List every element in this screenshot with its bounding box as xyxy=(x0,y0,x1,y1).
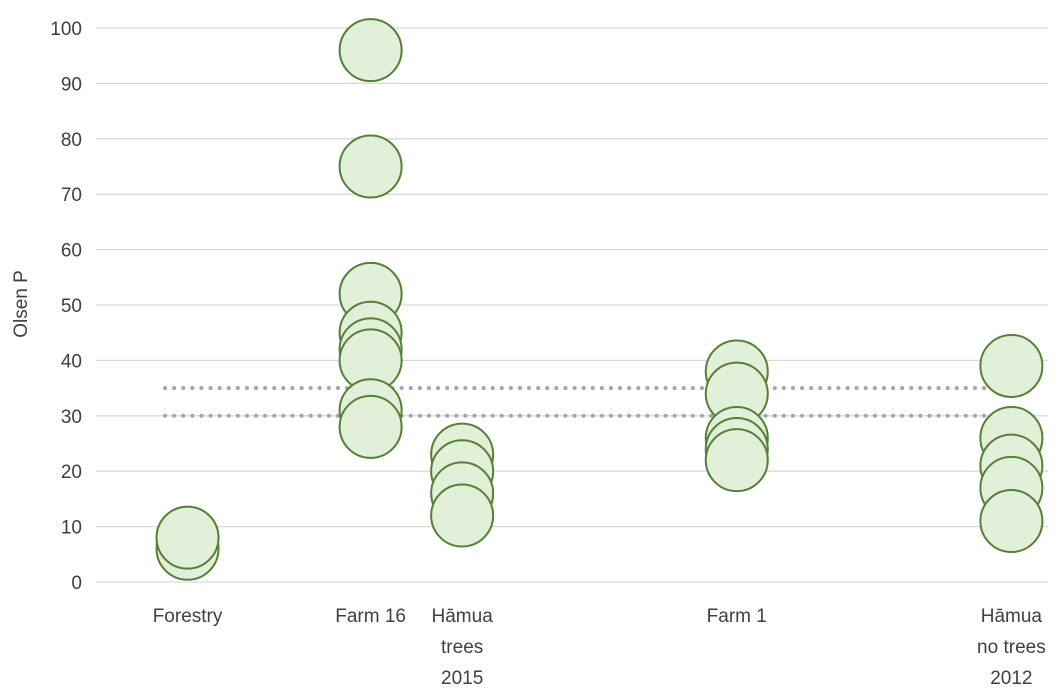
data-point xyxy=(155,505,220,570)
y-tick-label: 80 xyxy=(61,130,82,151)
x-tick-label: Farm 16 xyxy=(335,606,406,627)
x-tick-label: Farm 1 xyxy=(707,606,767,627)
y-tick-label: 40 xyxy=(61,351,82,372)
y-tick-label: 30 xyxy=(61,407,82,428)
gridlines xyxy=(96,27,1048,583)
y-tick-label: 50 xyxy=(61,296,82,317)
y-tick-label: 70 xyxy=(61,185,82,206)
y-tick-label: 60 xyxy=(61,241,82,262)
data-point xyxy=(979,333,1044,398)
data-point xyxy=(338,394,403,459)
y-axis-ticks: 0 10 20 30 40 50 60 70 80 90 100 xyxy=(50,19,82,594)
data-points xyxy=(155,18,1044,581)
data-point xyxy=(979,489,1044,554)
y-tick-label: 20 xyxy=(61,462,82,483)
y-tick-label: 0 xyxy=(71,573,82,594)
y-tick-label: 90 xyxy=(61,74,82,95)
data-point xyxy=(430,483,495,548)
y-tick-label: 100 xyxy=(50,19,82,40)
x-tick-label: Hāmua no trees 2012 xyxy=(977,606,1046,689)
x-tick-label: Hāmua trees 2015 xyxy=(432,606,494,689)
data-point xyxy=(338,18,403,83)
x-tick-label: Forestry xyxy=(153,606,223,627)
reference-lines xyxy=(163,386,1005,418)
data-point xyxy=(704,428,769,493)
data-point xyxy=(338,134,403,199)
x-axis-ticks: Forestry Farm 16 Hāmua trees 2015 Farm 1 Hāmua… xyxy=(153,606,1046,689)
y-axis-label: Olsen P xyxy=(11,270,32,338)
y-tick-label: 10 xyxy=(61,518,82,539)
